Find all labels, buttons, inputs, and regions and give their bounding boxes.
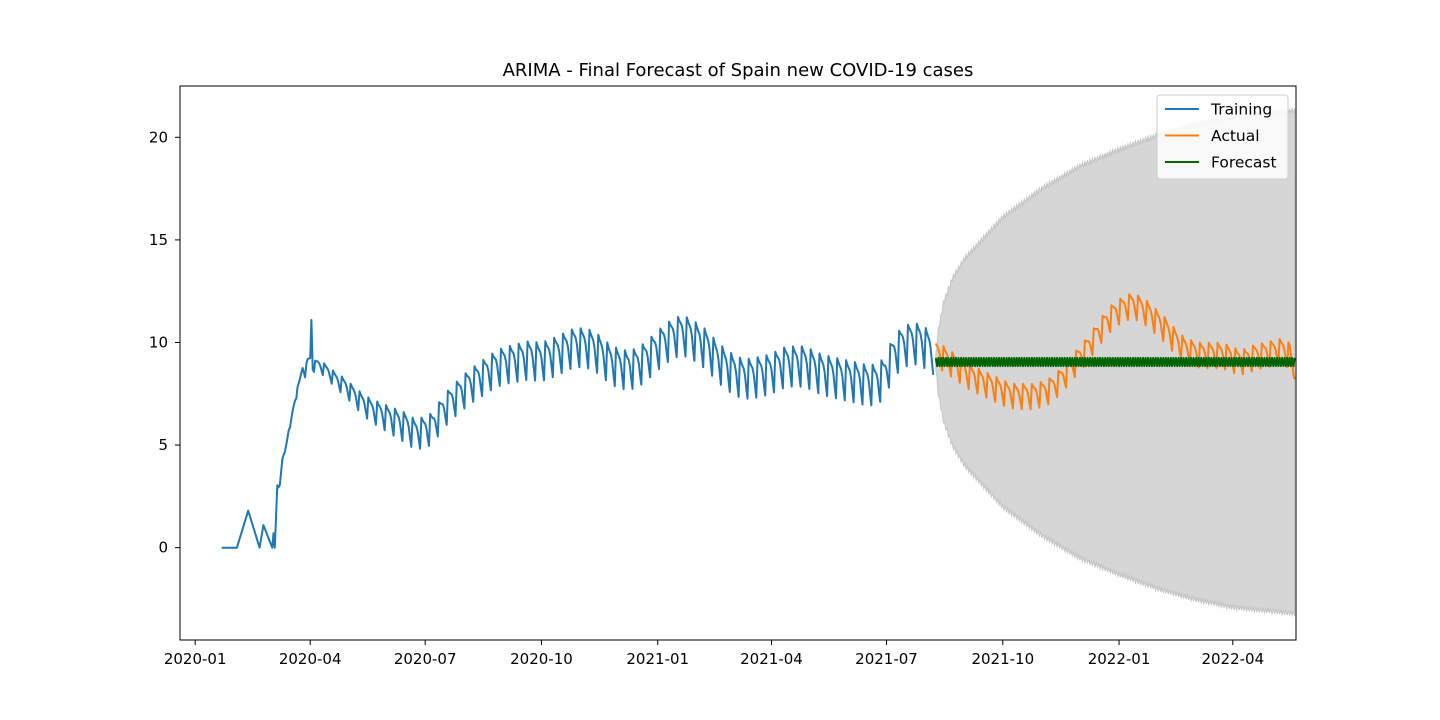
x-tick-label: 2021-10 — [971, 650, 1034, 668]
y-tick-label: 20 — [149, 128, 168, 146]
legend-label-actual: Actual — [1211, 127, 1260, 145]
series-layer — [221, 293, 1296, 549]
y-axis: 0 5 10 15 20 — [149, 128, 180, 557]
x-tick-label: 2021-07 — [855, 650, 918, 668]
x-tick-label: 2020-01 — [164, 650, 227, 668]
legend-label-training: Training — [1210, 101, 1272, 119]
x-tick-label: 2020-10 — [510, 650, 573, 668]
chart-title: ARIMA - Final Forecast of Spain new COVI… — [503, 60, 974, 81]
y-tick-label: 10 — [149, 333, 168, 351]
series-line-training — [221, 316, 935, 549]
x-tick-label: 2021-01 — [626, 650, 689, 668]
x-tick-label: 2020-04 — [279, 650, 342, 668]
series-line-actual — [934, 293, 1296, 411]
x-axis: 2020-01 2020-04 2020-07 2020-10 2021-01 2021-… — [164, 640, 1264, 668]
plot-frame — [179, 85, 1297, 641]
legend: Training Actual Forecast — [1156, 94, 1289, 180]
y-tick-label: 0 — [158, 539, 168, 557]
series-line-forecast — [934, 356, 1296, 368]
legend-box — [1156, 94, 1289, 180]
y-tick-label: 5 — [158, 436, 168, 454]
x-tick-label: 2022-04 — [1201, 650, 1264, 668]
x-tick-label: 2020-07 — [394, 650, 457, 668]
y-tick-label: 15 — [149, 231, 168, 249]
legend-label-forecast: Forecast — [1211, 154, 1277, 172]
x-tick-label: 2022-01 — [1088, 650, 1151, 668]
x-tick-label: 2021-04 — [740, 650, 803, 668]
